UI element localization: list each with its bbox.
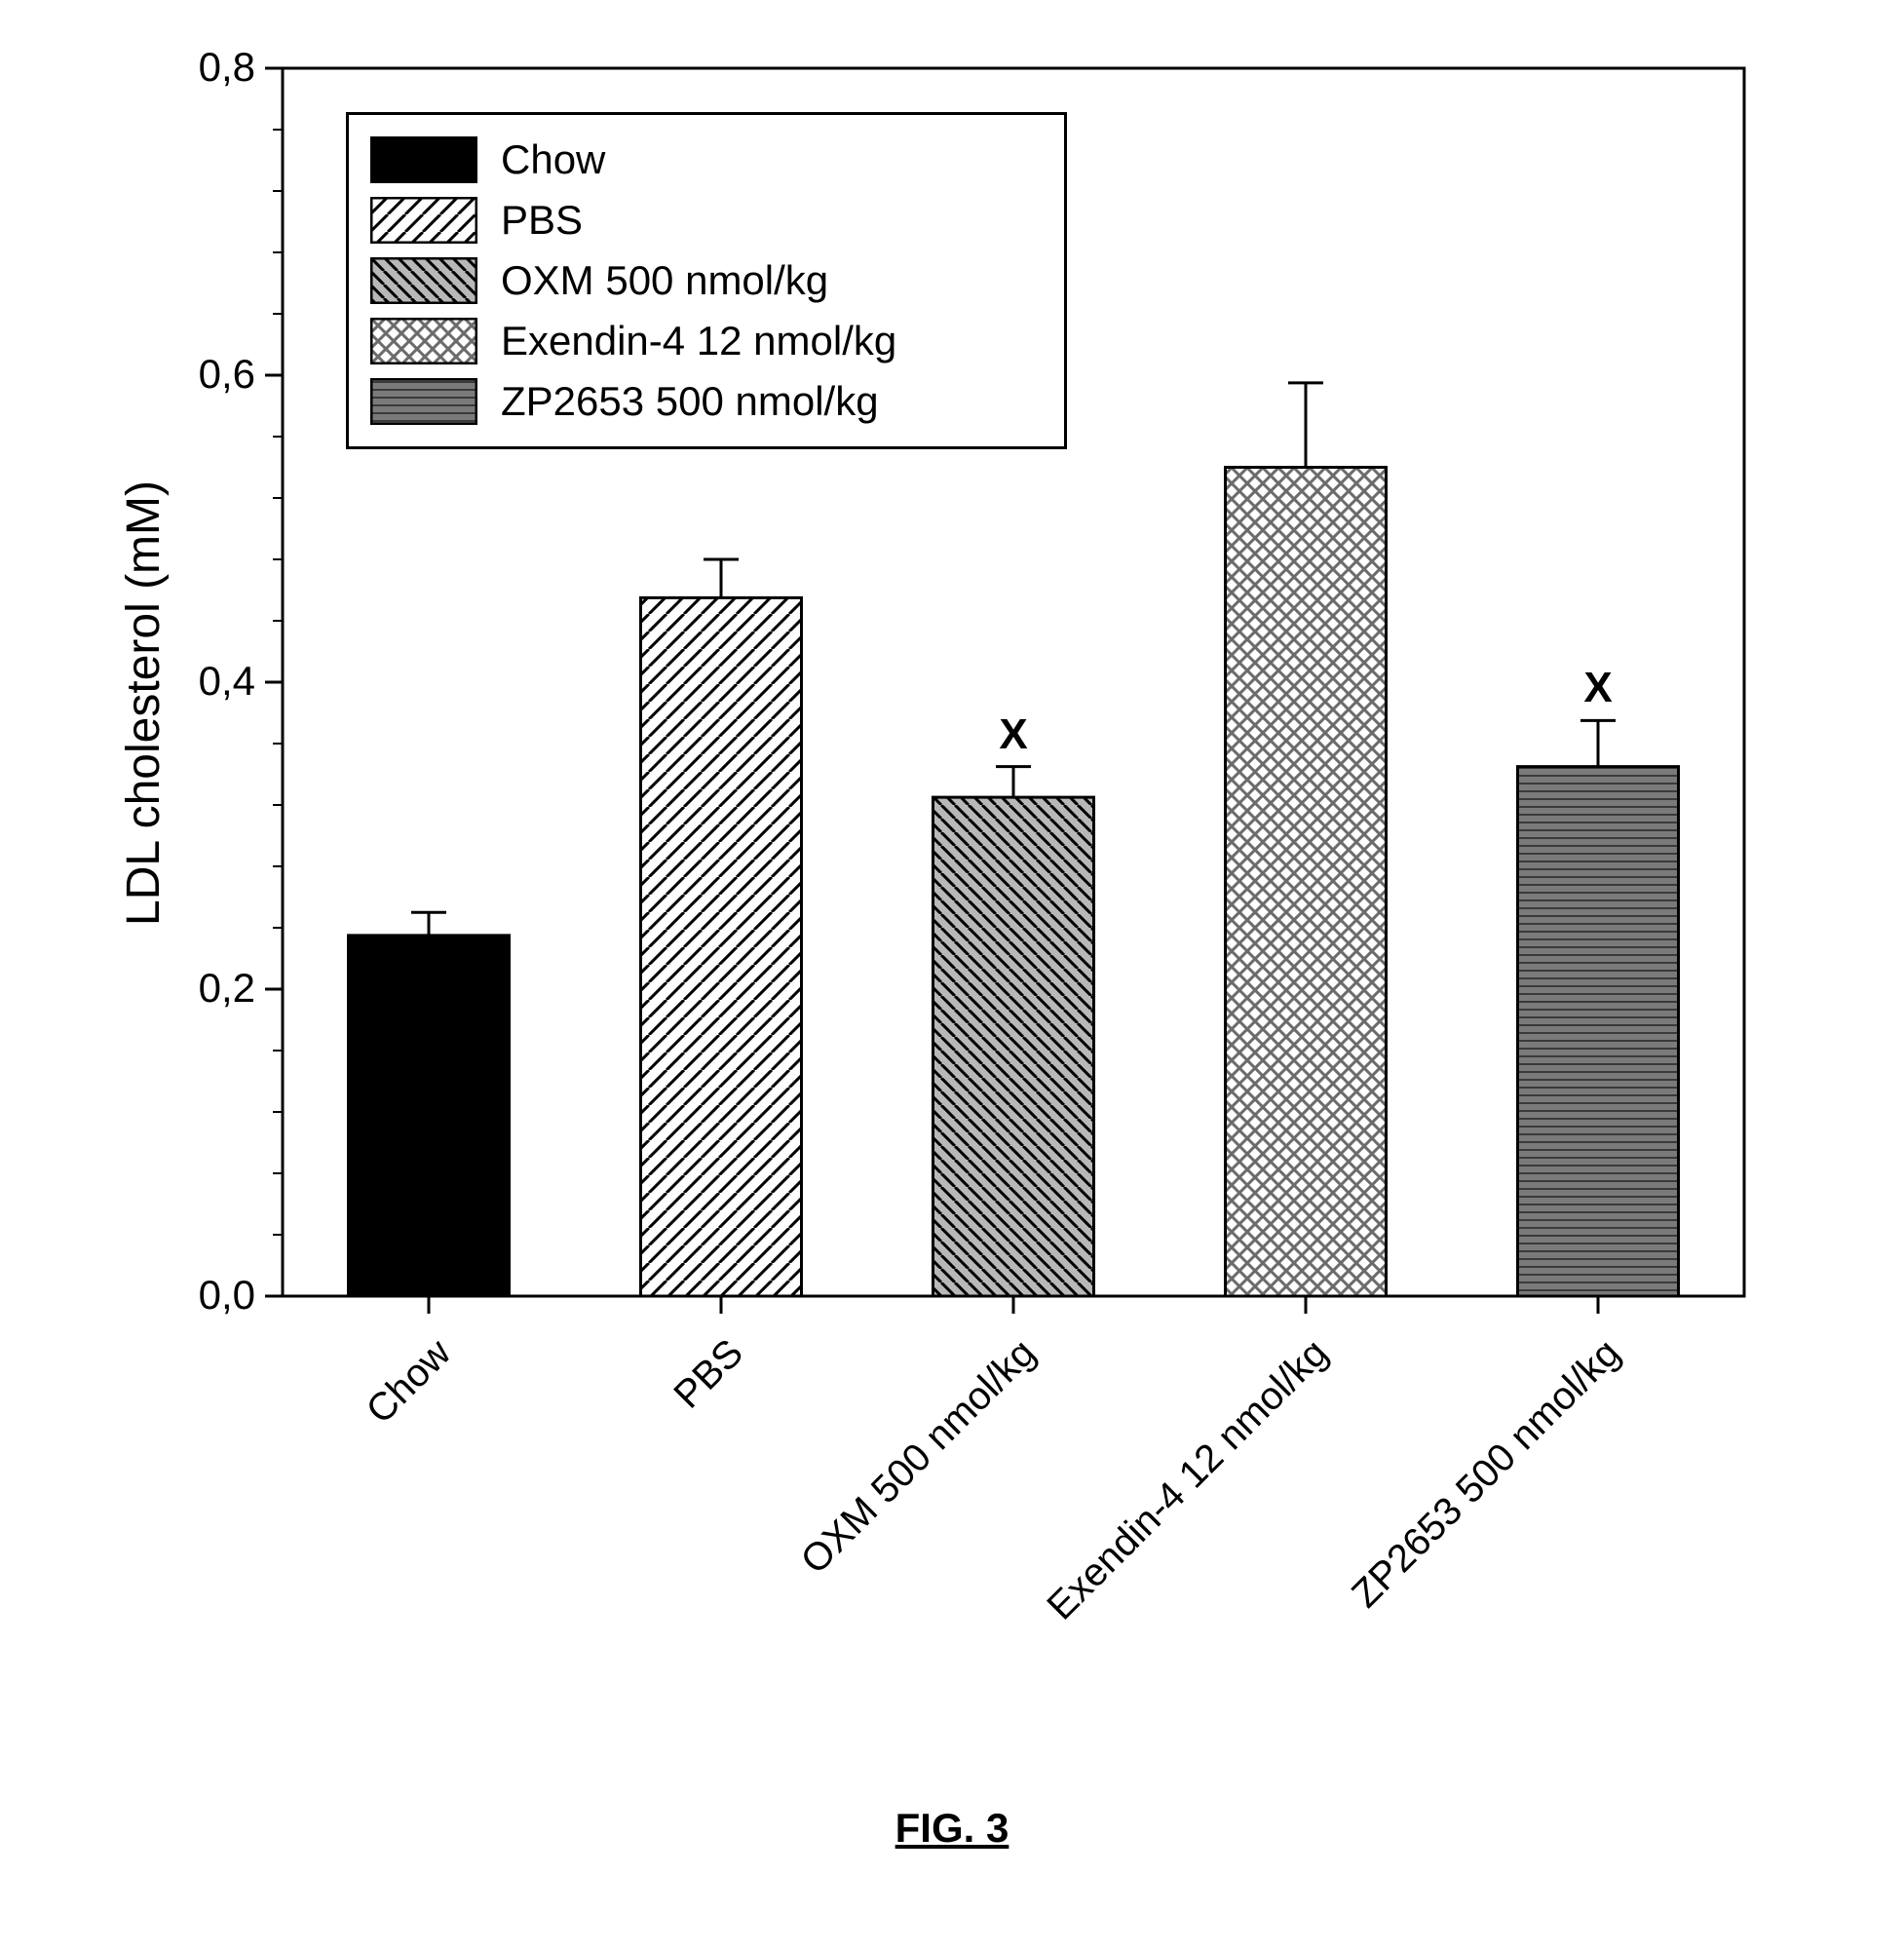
- legend-swatch: [370, 257, 477, 304]
- legend-item: ZP2653 500 nmol/kg: [370, 378, 1043, 425]
- bar: [641, 597, 802, 1296]
- legend-label: OXM 500 nmol/kg: [501, 257, 828, 304]
- legend-swatch: [370, 378, 477, 425]
- legend-item: PBS: [370, 197, 1043, 244]
- y-axis-label: LDL cholesterol (mM): [117, 480, 171, 926]
- legend-item: Exendin-4 12 nmol/kg: [370, 318, 1043, 364]
- bar: [349, 936, 510, 1296]
- legend-item: Chow: [370, 136, 1043, 183]
- bar: [933, 797, 1094, 1296]
- legend: Chow PBS OXM 500 nmol/kg Exendin-4 12 nmol/…: [346, 112, 1067, 449]
- legend-swatch: [370, 136, 477, 183]
- legend-label: PBS: [501, 197, 583, 244]
- legend-label: Exendin-4 12 nmol/kg: [501, 318, 896, 364]
- bar: [1226, 468, 1387, 1297]
- figure-caption: FIG. 3: [0, 1805, 1904, 1852]
- legend-label: Chow: [501, 136, 605, 183]
- legend-swatch: [370, 197, 477, 244]
- legend-swatch: [370, 318, 477, 364]
- legend-label: ZP2653 500 nmol/kg: [501, 378, 879, 425]
- legend-item: OXM 500 nmol/kg: [370, 257, 1043, 304]
- bar: [1518, 767, 1679, 1296]
